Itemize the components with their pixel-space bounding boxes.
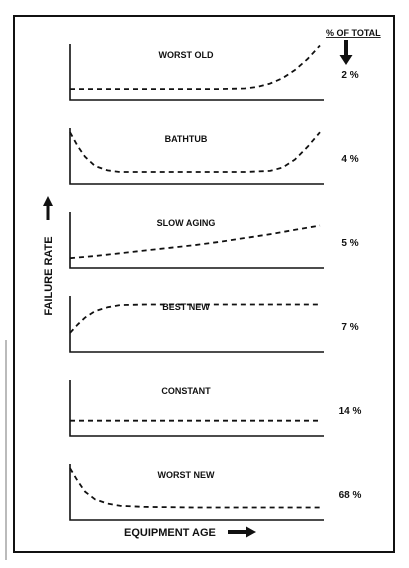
- failure-curve: [69, 131, 321, 173]
- x-axis-label: EQUIPMENT AGE: [124, 527, 216, 539]
- panel-title: WORST OLD: [159, 50, 214, 60]
- panel-best-new: BEST NEW 7 %: [69, 296, 359, 353]
- panel-constant: CONSTANT 14 %: [69, 380, 362, 437]
- panel-axes: [69, 380, 324, 437]
- y-axis-label: FAILURE RATE: [43, 236, 55, 315]
- panel-title: BEST NEW: [162, 302, 210, 312]
- panel-percent: 2 %: [341, 70, 358, 81]
- panel-percent: 14 %: [339, 406, 362, 417]
- panel-percent: 4 %: [341, 154, 358, 165]
- panel-percent: 7 %: [341, 322, 358, 333]
- percent-header: % OF TOTAL: [326, 28, 381, 38]
- failure-curve: [69, 224, 321, 260]
- right-arrow-icon: [228, 526, 256, 538]
- failure-curve: [69, 467, 320, 509]
- up-arrow-icon: [43, 196, 53, 220]
- panel-worst-new: WORST NEW 68 %: [69, 464, 362, 521]
- panel-percent: 5 %: [341, 238, 358, 249]
- figure-border: [13, 15, 395, 553]
- panel-percent: 68 %: [339, 490, 362, 501]
- panel-title: SLOW AGING: [157, 218, 216, 228]
- panels-group: WORST OLD 2 % BATHTUB 4 % SLOW AGING 5 % BEST …: [69, 44, 362, 521]
- panel-axes: [69, 128, 324, 185]
- panel-axes: [69, 296, 324, 353]
- panel-title: WORST NEW: [158, 470, 215, 480]
- failure-curve: [70, 44, 321, 90]
- panel-axes: [69, 212, 324, 269]
- panel-slow-aging: SLOW AGING 5 %: [69, 212, 359, 269]
- down-arrow-icon: [339, 40, 353, 65]
- x-axis-label-group: EQUIPMENT AGE: [124, 526, 256, 539]
- panel-worst-old: WORST OLD 2 %: [69, 44, 359, 101]
- panel-title: BATHTUB: [165, 134, 208, 144]
- percent-header-group: % OF TOTAL: [326, 28, 381, 65]
- y-axis-label-group: FAILURE RATE: [43, 196, 55, 316]
- panel-bathtub: BATHTUB 4 %: [69, 128, 359, 185]
- panel-axes: [69, 44, 324, 101]
- panel-title: CONSTANT: [161, 386, 211, 396]
- panel-axes: [69, 464, 324, 521]
